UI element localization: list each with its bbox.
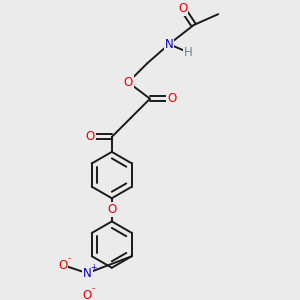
Text: -: - <box>92 284 95 293</box>
Text: O: O <box>85 130 94 143</box>
Text: H: H <box>184 46 193 59</box>
Text: O: O <box>83 289 92 300</box>
Text: O: O <box>58 259 68 272</box>
Text: N: N <box>165 38 173 51</box>
Text: O: O <box>124 76 133 89</box>
Text: O: O <box>167 92 176 105</box>
Text: N: N <box>83 267 92 280</box>
Text: O: O <box>107 202 116 216</box>
Text: -: - <box>67 254 70 263</box>
Text: +: + <box>90 263 97 272</box>
Text: O: O <box>178 2 187 15</box>
